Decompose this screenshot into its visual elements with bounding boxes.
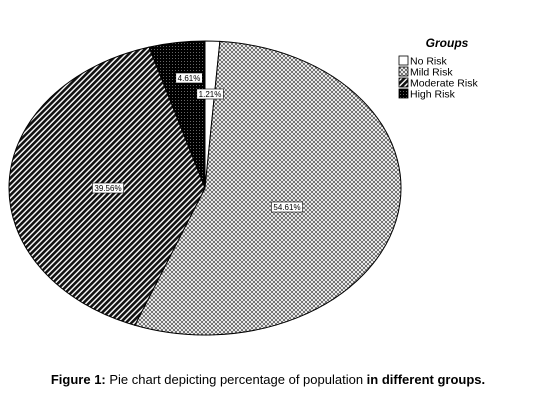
caption-emphasis: in different groups. — [366, 372, 486, 387]
slice-label-moderate-risk: 39.56% — [92, 182, 124, 194]
legend-label-no-risk: No Risk — [410, 56, 448, 68]
caption-prefix: Figure 1: — [50, 372, 106, 387]
slice-label-mild-risk: 54.61% — [271, 201, 303, 213]
legend-item-high-risk: High Risk — [398, 88, 456, 101]
legend-item-moderate-risk: Moderate Risk — [398, 77, 478, 90]
svg-text:1.21%: 1.21% — [199, 90, 222, 99]
legend-label-high-risk: High Risk — [410, 89, 456, 101]
legend-item-no-risk: No Risk — [398, 55, 448, 68]
legend-label-moderate-risk: Moderate Risk — [410, 78, 478, 90]
legend-swatch-mild-risk — [398, 66, 409, 77]
legend-label-mild-risk: Mild Risk — [410, 67, 453, 79]
figure-caption: Figure 1: Pie chart depicting percentage… — [0, 372, 536, 387]
caption-text: Pie chart depicting percentage of popula… — [105, 372, 367, 387]
svg-text:54.61%: 54.61% — [273, 203, 300, 212]
legend-swatch-high-risk — [398, 88, 409, 99]
slice-label-no-risk: 1.21% — [196, 88, 224, 100]
legend-item-mild-risk: Mild Risk — [398, 66, 453, 79]
legend-title: Groups — [426, 36, 469, 50]
pie-chart: 1.21% 54.61% 39.56% 4.61% Groups No RiskMild… — [8, 36, 478, 336]
slice-label-high-risk: 4.61% — [175, 72, 203, 84]
pie-slice-mild-risk — [134, 40, 402, 336]
svg-text:39.56%: 39.56% — [94, 184, 121, 193]
pie-slices — [8, 40, 402, 336]
pie-slice-labels: 1.21% 54.61% 39.56% 4.61% — [92, 72, 303, 213]
svg-text:4.61%: 4.61% — [178, 74, 201, 83]
legend-swatch-no-risk — [398, 55, 409, 66]
legend-swatch-moderate-risk — [398, 77, 409, 88]
